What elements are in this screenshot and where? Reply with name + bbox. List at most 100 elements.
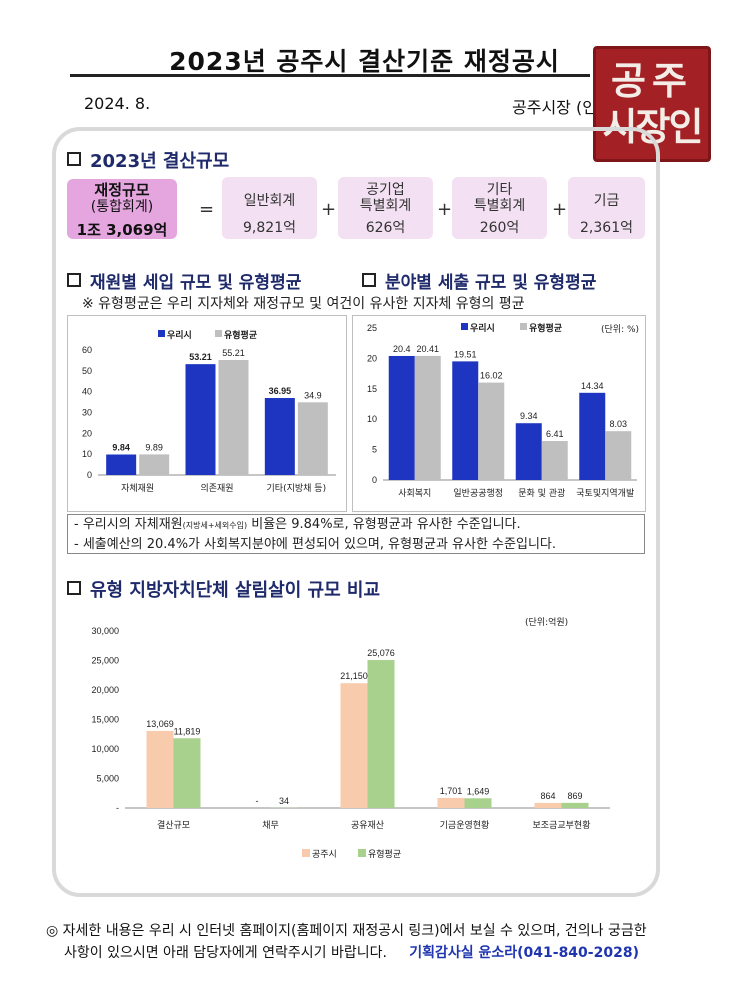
checkbox-bullet-icon (67, 581, 81, 595)
y-tick-label: 5,000 (96, 774, 119, 784)
y-tick-label: 10,000 (91, 744, 119, 754)
y-tick-label: 15,000 (91, 715, 119, 725)
plus-sign: + (321, 199, 337, 220)
bar-gongju (340, 683, 368, 808)
scale-item-sublabel: 특별회계 (359, 198, 412, 214)
scale-item-value: 260억 (479, 220, 520, 236)
bar-type-avg (464, 798, 492, 808)
y-tick-label: 10 (82, 449, 92, 459)
bar-type-avg (367, 660, 395, 808)
scale-item-label: 기타 (486, 182, 513, 198)
bar-avg (478, 382, 505, 480)
expenditure-chart-svg: 0 5 10 15 20 25 20.4 20.41 사회복지 19.51 16.02 일반공공행정 9… (367, 322, 639, 499)
contact-person: 기획감사실 윤소라(041-840-2028) (409, 945, 639, 961)
footer-contact-info: ◎ 자세한 내용은 우리 시 인터넷 홈페이지(홈페이지 재정공시 링크)에서 … (46, 920, 706, 964)
checkbox-bullet-icon (67, 152, 81, 166)
bar-avg (541, 441, 568, 480)
scale-item-general: 일반회계 9,821억 (222, 177, 317, 239)
comparison-chart-svg: - 5,000 10,000 15,000 20,000 25,000 30,000 13,0… (91, 616, 610, 860)
y-tick-label: 50 (82, 366, 92, 376)
note-line-1: - 우리시의 자체재원(지방세+세외수입) 비율은 9.84%로, 유형평균과 … (74, 517, 521, 532)
y-tick-label: 5 (372, 445, 377, 455)
bar-ours (515, 423, 542, 480)
scale-item-public-enterprise: 공기업 특별회계 626억 (338, 177, 433, 239)
bar-ours (452, 361, 479, 480)
x-category-label: 의존재원 (200, 483, 233, 494)
section-heading-scale: 2023년 결산규모 (67, 147, 229, 173)
section-heading-expenditure: 분야별 세출 규모 및 유형평균 (362, 268, 596, 293)
x-category-label: 국토및지역개발 (576, 487, 634, 499)
section-heading-comparison: 유형 지방자치단체 살림살이 규모 비교 (67, 576, 380, 602)
comparison-chart: - 5,000 10,000 15,000 20,000 25,000 30,000 13,0… (70, 608, 640, 873)
legend-swatch (302, 849, 310, 857)
data-label-gongju: 864 (540, 791, 555, 801)
scale-item-value: 2,361억 (580, 220, 633, 236)
scale-item-other-special: 기타 특별회계 260억 (452, 177, 547, 239)
legend-label: 유형평균 (224, 329, 258, 341)
y-tick-label: 10 (367, 414, 377, 424)
bar-gongju (437, 797, 465, 808)
data-label-avg: 8.03 (609, 419, 627, 429)
data-label-gongju: 21,150 (340, 671, 368, 681)
data-label-type-avg: 1,649 (467, 786, 490, 796)
y-tick-label: 60 (82, 345, 92, 355)
bar-avg (297, 402, 328, 475)
legend-label: 우리시 (470, 322, 495, 334)
data-label-ours: 14.34 (581, 381, 604, 391)
y-tick-label: 0 (372, 475, 377, 485)
content-frame (52, 127, 660, 897)
note-line-2: - 세출예산의 20.4%가 사회복지분야에 편성되어 있으며, 유형평균과 유… (74, 537, 556, 552)
y-tick-label: - (116, 803, 119, 813)
scale-item-label: 일반회계 (243, 193, 296, 209)
y-tick-label: 20,000 (91, 685, 119, 695)
revenue-chart-svg: 0 10 20 30 40 50 60 9.84 9.89 자체재원 53.21 55.21 의존재원 3… (82, 329, 336, 494)
bar-gongju (534, 802, 562, 808)
bar-avg (605, 431, 632, 480)
x-category-label: 문화 및 관광 (518, 487, 565, 499)
y-tick-label: 30 (82, 408, 92, 418)
data-label-avg: 6.41 (546, 429, 564, 439)
seal-text-top: 공주 (611, 59, 693, 103)
bar-gongju (146, 730, 174, 808)
y-tick-label: 30,000 (91, 626, 119, 636)
y-tick-label: 20 (82, 428, 92, 438)
bar-avg (218, 359, 249, 475)
plus-sign: + (552, 199, 568, 220)
x-category-label: 자체재원 (121, 483, 154, 494)
expenditure-chart: 0 5 10 15 20 25 20.4 20.41 사회복지 19.51 16.02 일반공공행정 9… (352, 315, 646, 512)
summary-notes: - 우리시의 자체재원(지방세+세외수입) 비율은 9.84%로, 유형평균과 … (67, 514, 645, 554)
x-category-label: 기타(지방채 등) (267, 483, 327, 494)
unit-label: (단위:억원) (525, 616, 568, 628)
checkbox-bullet-icon (67, 273, 81, 287)
bar-type-avg (173, 738, 201, 808)
data-label-type-avg: 11,819 (174, 726, 201, 736)
scale-item-value: 9,821억 (243, 220, 296, 236)
y-tick-label: 25 (367, 323, 377, 333)
data-label-ours: 36.95 (269, 386, 292, 396)
bar-avg (139, 454, 170, 475)
legend-swatch (520, 323, 527, 330)
data-label-type-avg: 34 (279, 796, 289, 806)
scale-item-value: 626억 (365, 220, 406, 236)
scale-item-fund: 기금 2,361억 (568, 177, 645, 239)
y-tick-label: 40 (82, 387, 92, 397)
x-category-label: 공유재산 (351, 820, 384, 831)
total-scale-box: 재정규모 (통합회계) 1조 3,069억 (67, 179, 177, 239)
unit-label: (단위: %) (601, 324, 639, 335)
legend-swatch (358, 849, 366, 857)
scale-item-sublabel: 특별회계 (473, 198, 526, 214)
data-label-ours: 20.4 (393, 344, 411, 354)
data-label-avg: 55.21 (222, 348, 245, 358)
equals-sign: = (199, 199, 215, 220)
bar-ours (106, 454, 137, 475)
bar-ours (579, 392, 606, 480)
data-label-ours: 9.84 (112, 443, 130, 453)
bar-avg (414, 355, 441, 480)
official-seal: 공주 시장인 (593, 46, 711, 162)
title-underline (70, 74, 590, 77)
data-label-type-avg: 869 (567, 791, 582, 801)
y-tick-label: 25,000 (91, 656, 119, 666)
scale-item-label: 기금 (593, 193, 620, 209)
data-label-ours: 19.51 (454, 349, 477, 359)
footer-line-2: 사항이 있으시면 아래 담당자에게 연락주시기 바랍니다. 기획감사실 윤소라(… (64, 945, 639, 961)
